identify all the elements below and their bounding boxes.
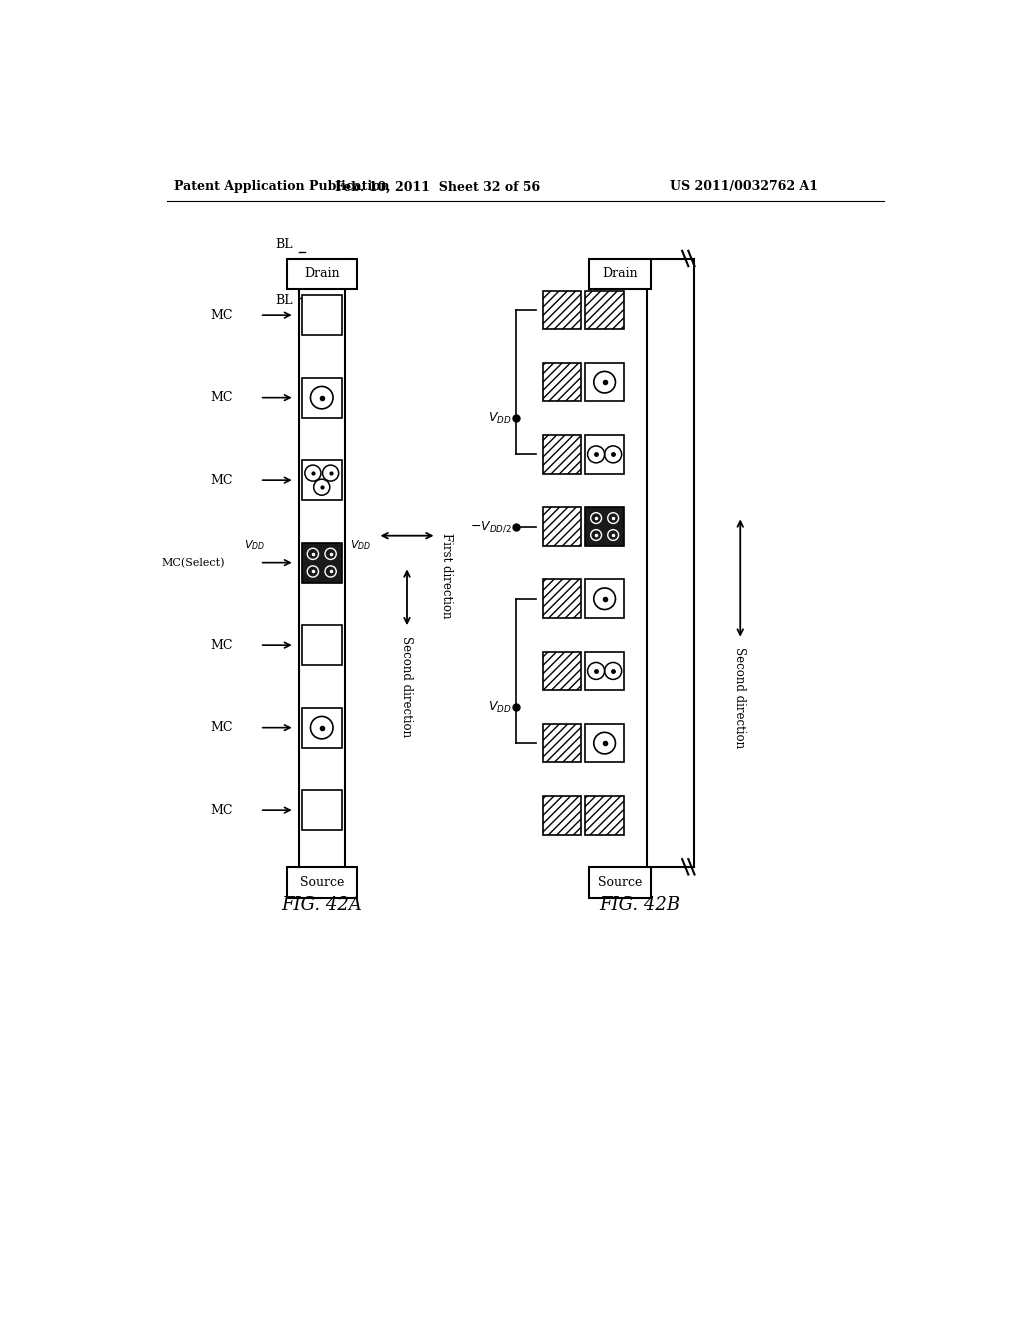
Text: Feb. 10, 2011  Sheet 32 of 56: Feb. 10, 2011 Sheet 32 of 56 <box>336 181 541 194</box>
Bar <box>302 378 342 417</box>
Text: BL: BL <box>274 294 292 308</box>
Bar <box>589 867 651 898</box>
Bar <box>586 723 624 763</box>
Text: $V_{DD}$: $V_{DD}$ <box>488 411 512 426</box>
Bar <box>586 363 624 401</box>
Bar <box>287 867 356 898</box>
Text: $V_{DD}$: $V_{DD}$ <box>349 539 371 552</box>
Bar <box>287 259 356 289</box>
Text: Source: Source <box>598 875 642 888</box>
Text: Second direction: Second direction <box>733 647 746 748</box>
Text: MC: MC <box>210 804 232 817</box>
Text: Patent Application Publication: Patent Application Publication <box>174 181 390 194</box>
Bar <box>543 652 582 690</box>
Text: First direction: First direction <box>440 533 454 618</box>
Bar <box>302 708 342 747</box>
Text: Second direction: Second direction <box>400 636 414 737</box>
Text: $-V_{DD/2}$: $-V_{DD/2}$ <box>470 519 512 533</box>
Bar <box>586 436 624 474</box>
Text: MC: MC <box>210 391 232 404</box>
Text: Source: Source <box>300 875 344 888</box>
Bar <box>302 626 342 665</box>
Bar <box>586 290 624 329</box>
Bar <box>586 652 624 690</box>
Text: FIG. 42A: FIG. 42A <box>282 896 362 915</box>
Text: MC: MC <box>210 639 232 652</box>
Bar <box>543 363 582 401</box>
Text: MC: MC <box>210 309 232 322</box>
Text: $V_{DD}$: $V_{DD}$ <box>244 539 265 552</box>
Text: $V_{DD}$: $V_{DD}$ <box>488 700 512 714</box>
Bar <box>586 579 624 618</box>
Bar <box>543 290 582 329</box>
Text: MC: MC <box>210 474 232 487</box>
Bar <box>586 796 624 834</box>
Bar <box>302 543 342 582</box>
Text: US 2011/0032762 A1: US 2011/0032762 A1 <box>671 181 818 194</box>
Bar <box>302 791 342 830</box>
Bar <box>543 436 582 474</box>
Bar <box>543 507 582 545</box>
Text: Drain: Drain <box>602 268 638 280</box>
Text: FIG. 42B: FIG. 42B <box>599 896 680 915</box>
Bar <box>589 259 651 289</box>
Bar <box>302 296 342 335</box>
Text: Drain: Drain <box>304 268 340 280</box>
Bar <box>543 723 582 763</box>
Text: BL: BL <box>274 238 292 251</box>
Bar <box>543 796 582 834</box>
Bar <box>302 461 342 500</box>
Text: MC: MC <box>210 721 232 734</box>
Bar <box>543 579 582 618</box>
Text: MC(Select): MC(Select) <box>162 557 225 568</box>
Bar <box>586 507 624 545</box>
